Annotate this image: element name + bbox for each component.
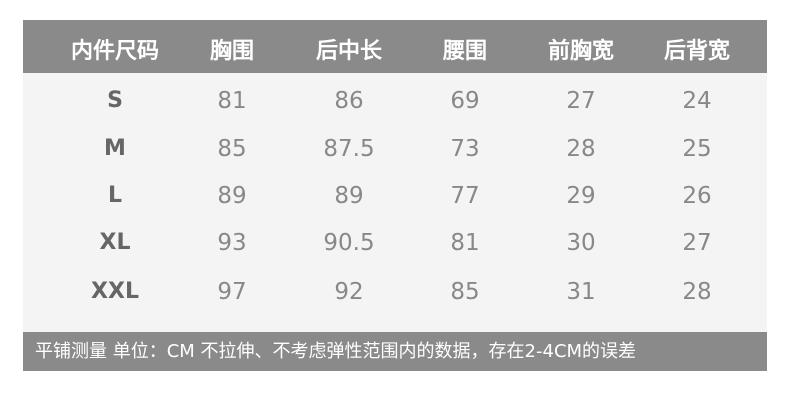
table-cell: 81 [217,88,247,114]
table-cell: 30 [566,230,596,256]
table-cell: 85 [217,136,247,162]
size-chart-table: 内件尺码 胸围 后中长 腰围 前胸宽 后背宽 S 81 86 69 27 24 M 85 87.5 73 28… [23,20,767,371]
table-cell: 28 [566,136,596,162]
table-cell: 85 [450,279,480,305]
size-label: S [107,88,123,113]
table-cell: 92 [334,279,364,305]
table-cell: 90.5 [323,230,375,256]
column-header: 后背宽 [663,39,730,64]
table-cell: 89 [334,183,364,209]
table-cell: 27 [682,230,712,256]
size-label: L [107,183,123,208]
table-cell: 87.5 [323,136,375,162]
column-header: 前胸宽 [547,39,614,64]
table-cell: 27 [566,88,596,114]
table-cell: 28 [682,279,712,305]
column-header: 内件尺码 [70,39,159,64]
size-label: XL [99,230,131,255]
table-cell: 93 [217,230,247,256]
table-cell: 69 [450,88,480,114]
table-cell: 97 [217,279,247,305]
table-cell: 26 [682,183,712,209]
table-cell: 31 [566,279,596,305]
size-label: XXL [91,279,139,304]
table-cell: 77 [450,183,480,209]
table-header: 内件尺码 胸围 后中长 腰围 前胸宽 后背宽 [23,20,767,73]
table-cell: 24 [682,88,712,114]
table-cell: 89 [217,183,247,209]
column-header: 腰围 [442,39,487,64]
column-header: 后中长 [315,39,382,64]
table-cell: 81 [450,230,480,256]
table-cell: 29 [566,183,596,209]
size-label: M [104,136,126,161]
table-cell: 86 [334,88,364,114]
column-header: 胸围 [209,39,254,64]
table-cell: 73 [450,136,480,162]
table-cell: 25 [682,136,712,162]
measurement-note: 平铺测量 单位：CM 不拉伸、不考虑弹性范围内的数据，存在2-4CM的误差 [23,332,767,371]
